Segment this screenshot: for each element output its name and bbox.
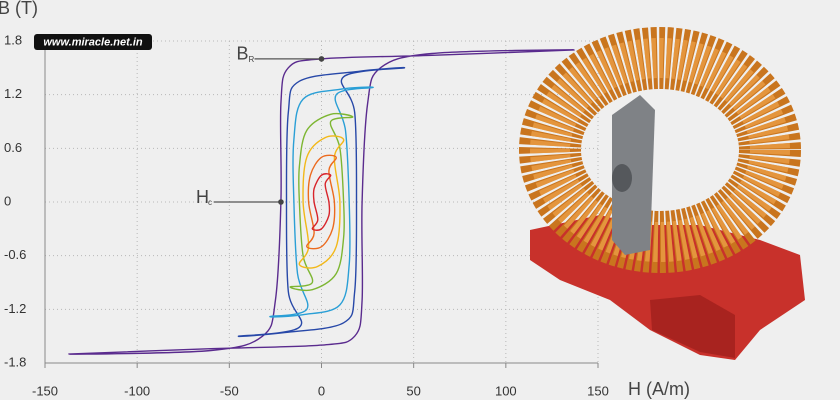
annotation-subscript: c [208,198,212,207]
y-tick-label: 1.8 [4,32,22,47]
watermark: www.miracle.net.in [43,36,143,48]
y-tick-label: 0.6 [4,140,22,155]
y-tick-label: 0 [4,193,11,208]
annotation-label: B [237,44,249,64]
x-tick-label: 100 [495,383,517,398]
x-tick-label: -100 [124,383,150,398]
copper-highlight [530,38,790,262]
hysteresis-loop [269,86,374,318]
x-tick-label: -50 [220,383,239,398]
inductor-clip [612,95,655,255]
annotation-subscript: R [249,55,255,64]
y-tick-label: -1.8 [4,354,26,369]
inductor-photo: ​ [519,27,805,360]
hysteresis-loop [298,135,345,269]
y-tick-label: 1.2 [4,86,22,101]
hysteresis-loop [306,154,337,250]
hysteresis-loop [289,112,354,292]
x-tick-label: 50 [406,383,420,398]
clip-hole [612,164,632,192]
x-tick-label: 0 [318,383,325,398]
y-tick-label: -1.2 [4,301,26,316]
inductor-base-front [650,295,735,358]
x-tick-label: -150 [32,383,58,398]
annotation-point [318,56,325,62]
y-axis-label: B (T) [0,0,38,18]
x-axis-label: H (A/m) [628,379,690,399]
hysteresis-loop [311,173,332,231]
y-tick-label: -0.6 [4,247,26,262]
annotation-point [278,199,284,205]
x-tick-label: 150 [587,383,609,398]
watermark-bg [34,34,152,50]
hysteresis-loop [68,49,575,355]
annotation-label: H [196,187,209,207]
hysteresis-loop [237,66,406,338]
